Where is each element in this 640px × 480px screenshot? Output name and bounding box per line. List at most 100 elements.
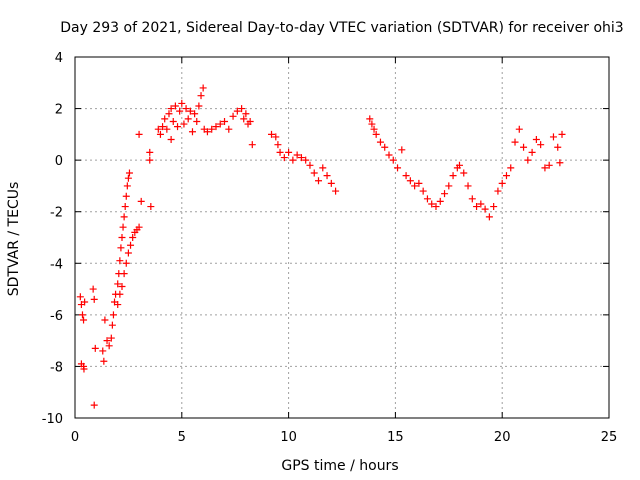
y-tick-label: -4 bbox=[50, 257, 63, 272]
data-point bbox=[108, 321, 116, 329]
data-point bbox=[146, 148, 154, 156]
data-point bbox=[125, 169, 133, 177]
data-point bbox=[315, 177, 323, 185]
plot-frame bbox=[74, 56, 610, 419]
data-point bbox=[524, 156, 532, 164]
data-point bbox=[193, 117, 201, 125]
data-point bbox=[464, 182, 472, 190]
data-point bbox=[233, 107, 241, 115]
data-point bbox=[432, 203, 440, 211]
data-point bbox=[246, 117, 254, 125]
data-point bbox=[415, 179, 423, 187]
x-tick-label: 25 bbox=[601, 430, 618, 445]
data-point bbox=[147, 203, 155, 211]
data-point bbox=[101, 316, 109, 324]
data-point bbox=[191, 110, 199, 118]
data-point bbox=[368, 120, 376, 128]
data-point bbox=[81, 298, 89, 306]
data-point bbox=[556, 159, 564, 167]
data-point bbox=[485, 213, 493, 221]
data-point bbox=[103, 337, 111, 345]
data-point bbox=[402, 172, 410, 180]
data-point bbox=[240, 115, 248, 123]
data-point bbox=[332, 187, 340, 195]
data-point bbox=[473, 203, 481, 211]
data-point bbox=[229, 112, 237, 120]
data-point bbox=[545, 161, 553, 169]
data-point bbox=[366, 115, 374, 123]
data-point bbox=[372, 130, 380, 138]
data-point bbox=[146, 156, 154, 164]
data-point bbox=[212, 123, 220, 131]
y-axis-label: SDTVAR / TECUs bbox=[6, 182, 22, 297]
data-point bbox=[161, 115, 169, 123]
data-point bbox=[156, 130, 164, 138]
data-point bbox=[289, 156, 297, 164]
data-point bbox=[176, 107, 184, 115]
data-point bbox=[203, 128, 211, 136]
data-point bbox=[159, 123, 167, 131]
data-point bbox=[90, 295, 98, 303]
data-point bbox=[280, 154, 288, 162]
data-point bbox=[411, 182, 419, 190]
data-point bbox=[238, 105, 246, 113]
data-point bbox=[186, 107, 194, 115]
data-point bbox=[532, 136, 540, 144]
data-point bbox=[99, 347, 107, 355]
data-point bbox=[114, 280, 122, 288]
data-point bbox=[494, 187, 502, 195]
data-point bbox=[498, 179, 506, 187]
y-tick-label: 4 bbox=[55, 51, 63, 66]
y-tick-label: -2 bbox=[50, 206, 63, 221]
y-tick-label: -10 bbox=[42, 412, 63, 427]
data-point bbox=[122, 192, 130, 200]
data-point bbox=[319, 164, 327, 172]
data-point bbox=[180, 120, 188, 128]
data-point bbox=[119, 223, 127, 231]
data-point bbox=[323, 172, 331, 180]
data-point bbox=[445, 182, 453, 190]
data-point bbox=[167, 105, 175, 113]
data-point bbox=[80, 365, 88, 373]
data-point bbox=[107, 334, 115, 342]
data-point bbox=[507, 164, 515, 172]
data-point bbox=[114, 301, 122, 309]
data-point bbox=[306, 161, 314, 169]
data-point bbox=[118, 234, 126, 241]
data-point bbox=[541, 164, 549, 172]
data-point bbox=[274, 141, 282, 149]
data-point bbox=[120, 270, 128, 278]
data-point bbox=[389, 156, 397, 164]
data-point bbox=[481, 205, 489, 213]
data-point bbox=[549, 133, 557, 141]
data-point bbox=[468, 195, 476, 203]
data-point bbox=[423, 195, 431, 203]
data-point bbox=[502, 172, 510, 180]
data-point bbox=[120, 213, 128, 221]
data-point bbox=[116, 290, 124, 298]
data-point bbox=[208, 125, 216, 133]
data-point bbox=[327, 179, 335, 187]
data-point bbox=[116, 257, 124, 265]
x-tick-label: 15 bbox=[387, 430, 404, 445]
data-point bbox=[511, 138, 519, 146]
data-point bbox=[428, 200, 436, 208]
data-point bbox=[398, 146, 406, 154]
data-point bbox=[197, 92, 205, 100]
data-point bbox=[406, 177, 414, 185]
y-tick-label: 0 bbox=[55, 154, 63, 169]
data-point bbox=[169, 117, 177, 125]
data-point bbox=[394, 164, 402, 172]
data-point bbox=[449, 172, 457, 180]
tick-layer: 0 5 10 15 20 25 -10 -8 -6 -4 -2 0 2 4 bbox=[42, 51, 618, 445]
data-point bbox=[385, 151, 393, 159]
data-point bbox=[188, 128, 196, 136]
data-point bbox=[105, 342, 113, 350]
data-point bbox=[221, 117, 229, 125]
chart-title: Day 293 of 2021, Sidereal Day-to-day VTE… bbox=[60, 20, 623, 36]
data-point bbox=[80, 316, 88, 324]
data-point bbox=[165, 110, 173, 118]
data-point bbox=[137, 197, 145, 205]
data-point bbox=[122, 259, 130, 267]
